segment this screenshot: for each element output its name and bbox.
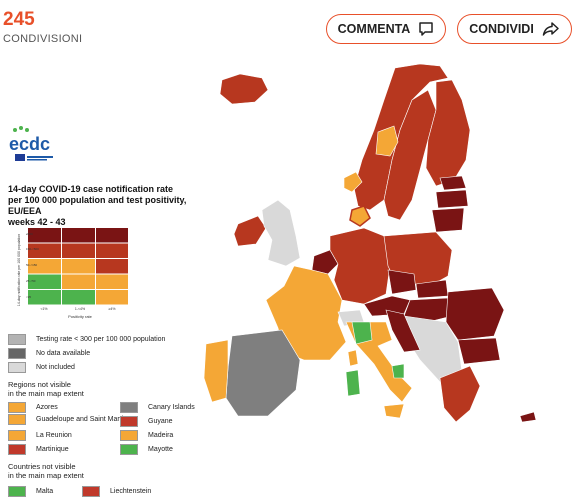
legend-swatch: [8, 430, 26, 441]
matrix-y-tick: 150-<500: [26, 247, 39, 251]
matrix-cell: [28, 290, 61, 305]
matrix-y-tick: <25: [26, 295, 31, 299]
matrix-x-axis-label: Positivity rate: [68, 314, 93, 319]
matrix-cell: [62, 274, 95, 289]
legend-swatch: [8, 486, 26, 497]
matrix-x-tick: ≥4%: [109, 307, 116, 311]
matrix-cell: [28, 243, 61, 258]
matrix-cell: [96, 228, 129, 243]
legend-swatch: [82, 486, 100, 497]
share-button-label: CONDIVIDI: [469, 22, 534, 36]
matrix-cell: [62, 243, 95, 258]
share-counter: 245 CONDIVISIONI: [3, 9, 83, 46]
matrix-y-axis-label: 14-day notification rate per 100 000 pop…: [17, 234, 21, 306]
matrix-cell: [96, 274, 129, 289]
legend-label: Testing rate < 300 per 100 000 populatio…: [36, 336, 166, 343]
covid-map-panel: ecdc 14-day COVID-19 case notification r…: [0, 60, 572, 497]
matrix-cell: [28, 274, 61, 289]
matrix-cell: [96, 290, 129, 305]
legend-region: Azores: [8, 402, 58, 413]
rate-positivity-matrix: 14-day notification rate per 100 000 pop…: [16, 226, 129, 325]
title-line-3: weeks 42 - 43: [8, 217, 66, 227]
share-button[interactable]: CONDIVIDI: [457, 14, 572, 44]
matrix-cell: [62, 259, 95, 274]
legend-label: Not included: [36, 364, 75, 371]
legend-swatch: [8, 444, 26, 455]
regions-title: Regions not visible in the main map exte…: [8, 380, 84, 398]
legend-country: Malta: [8, 486, 53, 497]
legend-testing-rate: Testing rate < 300 per 100 000 populatio…: [8, 334, 165, 345]
legend-swatch: [120, 402, 138, 413]
matrix-x-tick: 1-<4%: [75, 307, 85, 311]
legend-country: Liechtenstein: [82, 486, 151, 497]
map-title: 14-day COVID-19 case notification rate p…: [8, 184, 213, 228]
legend-swatch: [8, 362, 26, 373]
matrix-x-tick: <1%: [40, 307, 47, 311]
legend-swatch: [120, 430, 138, 441]
legend-region: Guadeloupe and Saint Martin: [8, 414, 127, 425]
legend-swatch: [8, 334, 26, 345]
legend-swatch: [8, 414, 26, 425]
matrix-y-tick: 50-<150: [26, 263, 37, 267]
share-count: 245: [3, 9, 35, 30]
legend-label: No data available: [36, 350, 91, 357]
matrix-cell: [96, 259, 129, 274]
legend-region: La Reunion: [8, 430, 72, 441]
legend-region: Madeira: [120, 430, 173, 441]
comment-button[interactable]: COMMENTA: [326, 14, 446, 44]
legend-swatch: [8, 402, 26, 413]
legend-swatch: [8, 348, 26, 359]
legend-region: Guyane: [120, 416, 173, 427]
speech-bubble-icon: [419, 22, 434, 36]
europe-map: [0, 60, 572, 449]
comment-button-label: COMMENTA: [337, 22, 411, 36]
matrix-y-tick: 25-<50: [26, 279, 36, 283]
legend-region: Martinique: [8, 444, 69, 455]
legend-region: Canary Islands: [120, 402, 195, 413]
legend-no-data: No data available: [8, 348, 90, 359]
countries-title: Countries not visible in the main map ex…: [8, 462, 84, 480]
legend-not-included: Not included: [8, 362, 75, 373]
ecdc-logo: ecdc: [7, 124, 67, 169]
title-line-2: per 100 000 population and test positivi…: [8, 195, 187, 216]
matrix-cell: [96, 243, 129, 258]
matrix-cell: [28, 228, 61, 243]
legend-swatch: [120, 444, 138, 455]
share-label: CONDIVISIONI: [3, 33, 83, 45]
matrix-cell: [62, 228, 95, 243]
share-arrow-icon: [542, 22, 559, 36]
matrix-cell: [62, 290, 95, 305]
matrix-cell: [28, 259, 61, 274]
matrix-y-tick: ≥500: [26, 232, 33, 236]
title-line-1: 14-day COVID-19 case notification rate: [8, 184, 174, 194]
logo-text: ecdc: [9, 134, 50, 154]
legend-region: Mayotte: [120, 444, 173, 455]
legend-swatch: [120, 416, 138, 427]
